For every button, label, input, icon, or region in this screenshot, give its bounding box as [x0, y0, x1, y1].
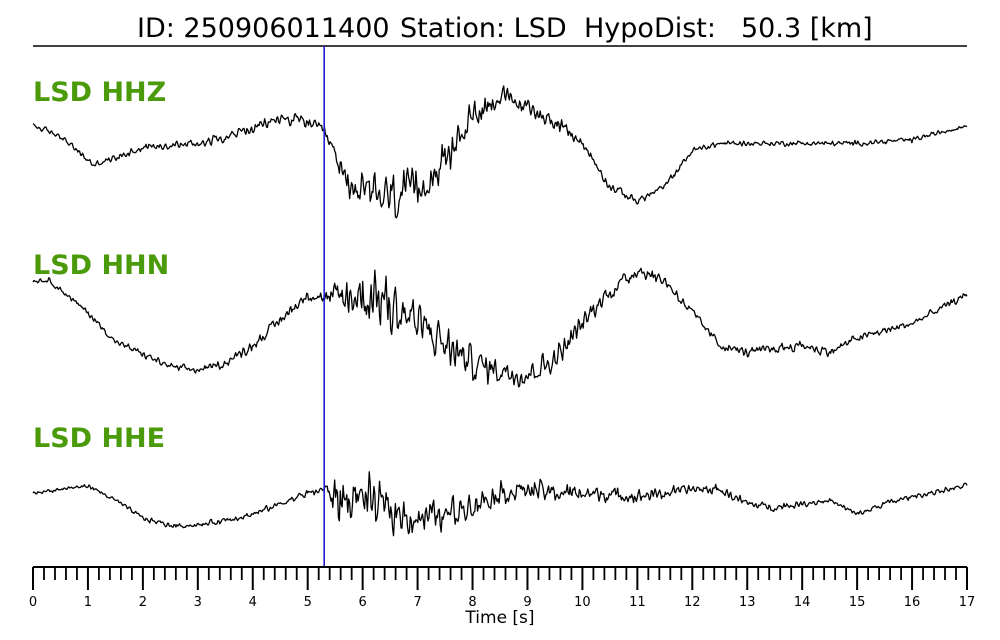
tick-label: 1: [84, 595, 92, 610]
hypodist-label: HypoDist:: [584, 13, 716, 44]
tick-label: 10: [574, 595, 591, 610]
hypodist-value: 50.3 [km]: [741, 13, 873, 44]
tick-label: 9: [523, 595, 531, 610]
channel-label-hhn: LSD HHN: [33, 250, 169, 281]
tick-label: 5: [304, 595, 312, 610]
tick-label: 0: [29, 595, 37, 610]
time-axis-label: Time [s]: [464, 608, 534, 628]
waveform-trace-hhn: [32, 267, 968, 388]
station-label: Station: LSD: [400, 13, 567, 44]
tick-label: 8: [468, 595, 476, 610]
figure-title: ID: 250906011400 Station: LSD HypoDist: …: [137, 13, 873, 44]
tick-label: 13: [739, 595, 756, 610]
waveform-trace-hhz: [32, 85, 968, 219]
tick-label: 12: [684, 595, 701, 610]
tick-label: 7: [413, 595, 421, 610]
tick-label: 17: [959, 595, 976, 610]
tick-label: 16: [904, 595, 921, 610]
tick-label: 3: [194, 595, 202, 610]
tick-label: 11: [629, 595, 646, 610]
tick-label: 6: [359, 595, 367, 610]
tick-label: 4: [249, 595, 257, 610]
tick-label: 15: [849, 595, 866, 610]
waveform-trace-hhe: [32, 471, 968, 537]
time-axis: 0 1 2 3 4 5 6 7 8 9 10 11 12 13 14 15 16 17: [29, 566, 976, 610]
waveform-traces: [32, 85, 968, 537]
channel-label-hhe: LSD HHE: [33, 423, 165, 454]
event-id-label: ID: 250906011400: [137, 13, 390, 44]
channel-label-hhz: LSD HHZ: [33, 77, 166, 108]
tick-label: 14: [794, 595, 811, 610]
tick-label: 2: [139, 595, 147, 610]
